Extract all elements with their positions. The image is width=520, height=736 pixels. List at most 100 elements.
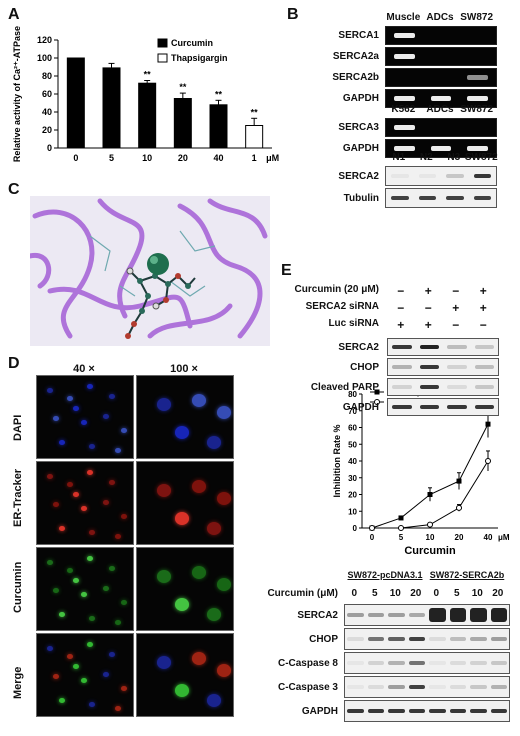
gel-strip	[385, 68, 497, 87]
cell-spot	[115, 620, 121, 626]
blot-band	[388, 637, 405, 641]
x-tick-label: 40	[213, 153, 223, 163]
data-point	[456, 478, 462, 484]
data-point	[485, 421, 491, 427]
blot-band	[470, 685, 487, 689]
western-blot-strip	[344, 628, 510, 650]
x-tick-label: 40	[484, 533, 493, 542]
cell-spot	[47, 474, 53, 480]
cell-spot	[73, 664, 79, 670]
gel-strip	[385, 47, 497, 66]
blot-band	[446, 196, 464, 200]
condition-sign: −	[397, 284, 405, 298]
blot-band	[474, 365, 494, 369]
blot-label: CHOP	[309, 634, 338, 645]
y-tick-label: 20	[42, 125, 52, 135]
gel-band	[394, 95, 415, 101]
rtpcr2-col-label: K562	[391, 104, 416, 115]
y-axis-label: Inhibition Rate %	[332, 425, 342, 498]
blot-band	[490, 661, 507, 665]
cell-spot	[81, 506, 87, 512]
blot-label: C-Caspase 3	[277, 682, 338, 693]
blot-band	[449, 661, 466, 665]
x-tick-label: 10	[142, 153, 152, 163]
cell-spot	[109, 566, 115, 572]
y-tick-label: 30	[348, 474, 357, 483]
micro-row-label: Curcumin	[12, 561, 24, 613]
cell-spot	[175, 684, 189, 697]
rtpcr1-col-label: Muscle	[386, 12, 421, 23]
blot-band	[447, 385, 467, 389]
micro-row-label: ER-Tracker	[12, 468, 24, 527]
cell-spot	[157, 484, 171, 497]
cell-spot	[81, 592, 87, 598]
western-blot-strip	[387, 338, 499, 356]
blot-band	[392, 365, 412, 369]
gel-band	[467, 74, 488, 80]
y-tick-label: 40	[42, 107, 52, 117]
blot-band	[392, 405, 412, 409]
micrograph	[36, 461, 134, 545]
legend-marker	[374, 399, 380, 405]
group-label: SW872-SERCA2b	[429, 570, 505, 580]
panel-letter-b: B	[287, 6, 299, 23]
blot-band	[470, 661, 487, 665]
legend-label: Thapsigargin	[171, 53, 228, 63]
cell-spot	[175, 512, 189, 525]
blot-band	[429, 661, 446, 665]
cell-spot	[59, 440, 65, 446]
cell-spot	[103, 672, 109, 678]
x-tick-label: 20	[178, 153, 188, 163]
cell-spot	[47, 646, 53, 652]
gel-strip	[385, 139, 497, 158]
cell-spot	[81, 420, 87, 426]
cell-spot	[53, 502, 59, 508]
dose-value: 5	[371, 588, 378, 599]
blot-band	[449, 709, 466, 713]
blot-label: C-Caspase 8	[277, 658, 338, 669]
blot-band	[388, 661, 405, 665]
y-tick-label: 50	[348, 440, 357, 449]
blot-band	[474, 405, 494, 409]
blot-band	[408, 661, 425, 665]
legend-swatch	[157, 38, 168, 48]
blot-band	[388, 613, 405, 617]
blot-band	[408, 613, 425, 617]
significance-label: **	[215, 89, 223, 99]
cell-spot	[109, 652, 115, 658]
x-tick-label: 5	[109, 153, 114, 163]
x-tick-label: 10	[426, 533, 435, 542]
bar	[209, 104, 228, 149]
blot-band	[419, 405, 439, 409]
docking-structure-image	[30, 196, 270, 346]
blot-band	[474, 385, 494, 389]
cell-spot	[217, 492, 231, 505]
panel-letter-c: C	[8, 181, 20, 198]
x-axis-label: Curcumin	[404, 545, 456, 557]
blot-band	[391, 174, 409, 178]
cell-spot	[67, 568, 73, 574]
cell-spot	[207, 522, 221, 535]
rtpcr1-row-label: SERCA2b	[332, 72, 379, 83]
cell-spot	[87, 556, 93, 562]
blot-band	[474, 345, 494, 349]
blot-band	[408, 685, 425, 689]
blot-band	[473, 196, 491, 200]
cell-spot	[207, 694, 221, 707]
dose-value: 0	[351, 588, 358, 599]
blot-band	[347, 637, 364, 641]
cell-spot	[47, 388, 53, 394]
dose-value: 20	[410, 588, 422, 599]
cell-spot	[103, 586, 109, 592]
blot-band	[449, 637, 466, 641]
micrograph	[36, 375, 134, 459]
cell-spot	[109, 480, 115, 486]
cell-spot	[73, 406, 79, 412]
blot-band	[367, 637, 384, 641]
cell-spot	[53, 674, 59, 680]
gel-band	[394, 53, 415, 59]
cell-spot	[103, 500, 109, 506]
legend-marker	[374, 389, 380, 395]
dose-value: 20	[492, 588, 504, 599]
bar	[245, 125, 264, 149]
